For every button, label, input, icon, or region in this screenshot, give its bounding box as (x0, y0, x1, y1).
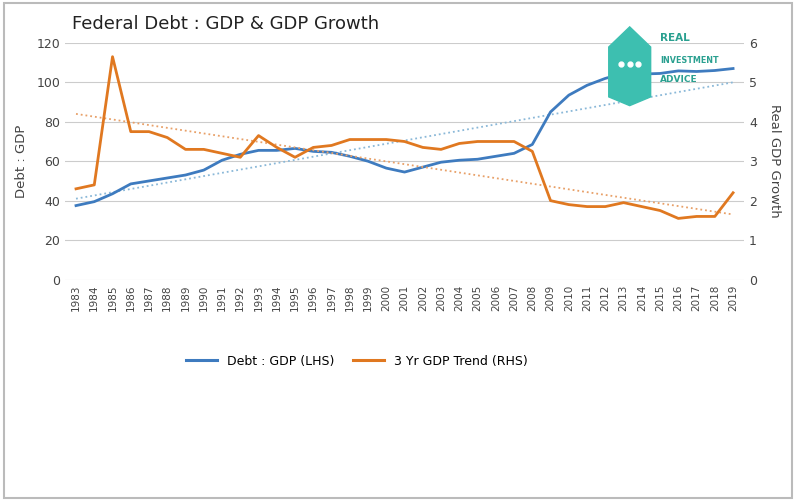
Text: REAL: REAL (660, 33, 689, 43)
Text: ADVICE: ADVICE (660, 75, 697, 84)
Text: INVESTMENT: INVESTMENT (660, 56, 719, 64)
Y-axis label: Real GDP Growth: Real GDP Growth (768, 104, 781, 218)
Legend: Debt : GDP (LHS), 3 Yr GDP Trend (RHS): Debt : GDP (LHS), 3 Yr GDP Trend (RHS) (181, 350, 533, 372)
Text: Federal Debt : GDP & GDP Growth: Federal Debt : GDP & GDP Growth (72, 15, 379, 33)
Polygon shape (609, 27, 650, 106)
Y-axis label: Debt : GDP: Debt : GDP (15, 124, 28, 198)
